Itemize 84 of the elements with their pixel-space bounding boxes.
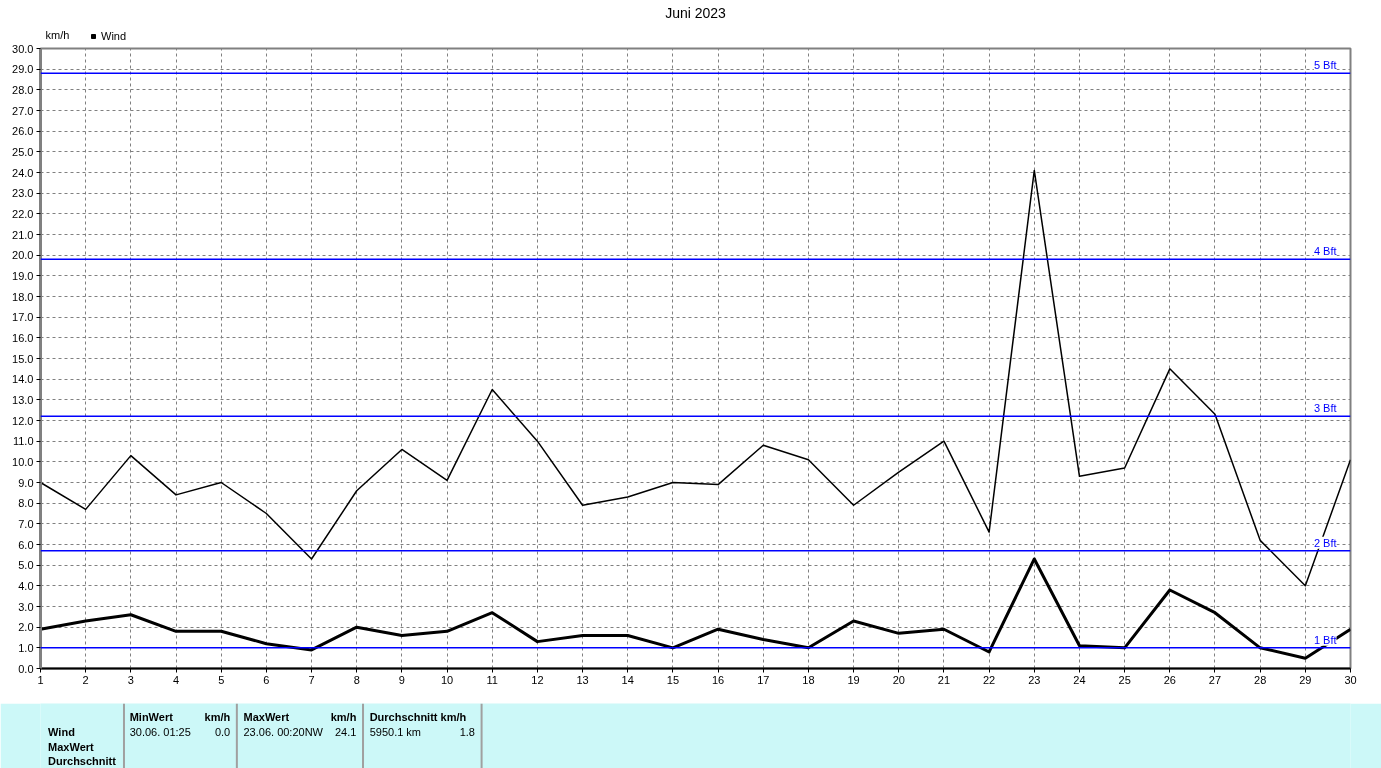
text: 0.0 — [214, 725, 231, 738]
x-tick-label: 17 — [757, 673, 770, 686]
text: km/h — [204, 710, 231, 723]
y-tick-label: 16.0 — [12, 331, 34, 344]
y-tick-label: 12.0 — [12, 414, 34, 427]
y-tick-label: 17.0 — [12, 311, 34, 324]
chart-title: Juni 2023 — [665, 4, 727, 21]
ref-line-label: 4 Bft — [1313, 245, 1337, 258]
x-tick-label: 18 — [802, 673, 815, 686]
y-tick-label: 11.0 — [12, 435, 34, 448]
y-tick-label: 24.0 — [12, 166, 34, 179]
x-tick-label: 25 — [1118, 673, 1131, 686]
x-tick-label: 9 — [398, 673, 405, 686]
y-tick-label: 1.0 — [18, 641, 34, 654]
y-tick-label: 3.0 — [18, 600, 34, 613]
text: Durchschnitt km/h — [369, 710, 467, 723]
y-tick-label: 30.0 — [12, 42, 34, 55]
x-tick-label: 21 — [937, 673, 951, 686]
y-tick-label: 19.0 — [12, 269, 34, 282]
ref-line-label: 2 Bft — [1313, 536, 1337, 549]
y-tick-label: 25.0 — [12, 145, 34, 158]
ref-line-label: 5 Bft — [1313, 59, 1337, 72]
x-tick-label: 23 — [1028, 673, 1041, 686]
x-tick-label: 24 — [1073, 673, 1086, 686]
y-tick-label: 28.0 — [12, 83, 34, 96]
text: 30.06. 01:25 — [129, 725, 191, 738]
x-tick-label: 14 — [621, 673, 634, 686]
x-tick-label: 15 — [666, 673, 680, 686]
y-tick-label: 20.0 — [12, 249, 34, 262]
y-tick-label: 5.0 — [18, 559, 34, 572]
x-tick-label: 4 — [172, 673, 180, 686]
y-axis-title: km/h — [45, 28, 70, 41]
x-tick-label: 16 — [711, 673, 725, 686]
legend-label: Wind — [101, 30, 127, 42]
x-tick-label: 3 — [127, 673, 134, 686]
y-tick-label: 0.0 — [18, 662, 34, 675]
x-tick-label: 20 — [892, 673, 905, 686]
y-tick-label: 23.0 — [12, 187, 34, 200]
y-tick-label: 22.0 — [12, 207, 34, 220]
y-tick-label: 9.0 — [18, 476, 34, 489]
x-tick-label: 28 — [1254, 673, 1267, 686]
text: 23.06. 00:20NW — [243, 725, 324, 738]
x-tick-label: 8 — [353, 673, 360, 686]
x-tick-label: 7 — [308, 673, 315, 686]
text: Durchschnitt — [48, 754, 117, 767]
text: km/h — [330, 710, 357, 723]
y-tick-label: 4.0 — [18, 579, 34, 592]
y-tick-label: 26.0 — [12, 125, 34, 138]
x-tick-label: 22 — [983, 673, 996, 686]
y-tick-label: 10.0 — [12, 455, 34, 468]
text: MaxWert — [48, 740, 95, 753]
x-tick-label: 11 — [486, 673, 498, 686]
y-tick-label: 13.0 — [12, 393, 34, 406]
x-tick-label: 29 — [1299, 673, 1312, 686]
x-tick-label: 12 — [531, 673, 544, 686]
text: 1.8 — [459, 725, 475, 738]
y-tick-label: 6.0 — [18, 538, 34, 551]
x-tick-label: 1 — [37, 673, 44, 686]
x-tick-label: 6 — [263, 673, 270, 686]
ref-line-label: 1 Bft — [1313, 633, 1337, 646]
text: 5950.1 km — [369, 725, 422, 738]
x-tick-label: 2 — [82, 673, 89, 686]
text: MaxWert — [243, 710, 290, 723]
x-tick-label: 27 — [1208, 673, 1222, 686]
y-tick-label: 7.0 — [18, 517, 34, 530]
y-tick-label: 27.0 — [12, 104, 34, 117]
text: MinWert — [129, 710, 174, 723]
y-tick-label: 14.0 — [12, 373, 34, 386]
text: Wind — [48, 725, 75, 738]
line-series — [40, 169, 1351, 587]
y-tick-label: 2.0 — [18, 621, 34, 634]
x-tick-label: 30 — [1344, 673, 1357, 686]
y-tick-label: 8.0 — [18, 497, 34, 510]
y-tick-label: 29.0 — [12, 63, 34, 76]
y-tick-label: 15.0 — [12, 352, 34, 365]
x-tick-label: 5 — [218, 673, 225, 686]
y-tick-label: 21.0 — [12, 228, 34, 241]
x-tick-label: 10 — [440, 673, 454, 686]
ref-line-label: 3 Bft — [1313, 402, 1337, 415]
x-tick-label: 13 — [576, 673, 589, 686]
x-tick-label: 19 — [847, 673, 860, 686]
text: 24.1 — [334, 725, 357, 738]
x-tick-label: 26 — [1163, 673, 1176, 686]
y-tick-label: 18.0 — [12, 290, 34, 303]
